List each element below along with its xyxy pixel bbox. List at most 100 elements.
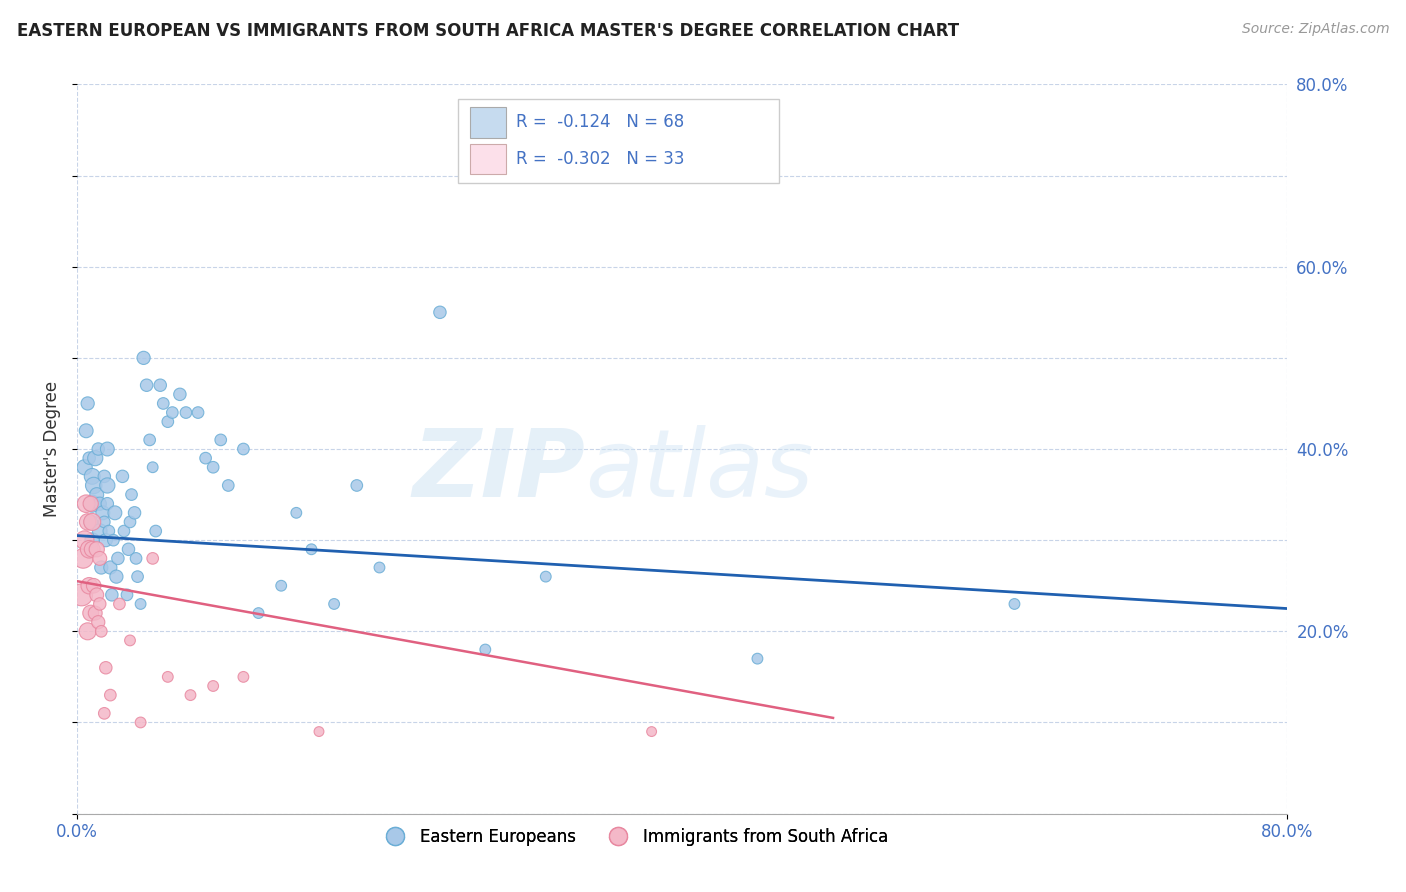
Point [94,533,117,548]
Y-axis label: Master's Degree: Master's Degree [44,381,60,517]
Point [72,551,94,566]
Point [75,424,97,438]
Point [308,724,330,739]
Point [323,597,346,611]
Point [83,579,105,593]
Point [77,451,100,466]
Point [80,606,103,620]
Point [89,497,111,511]
Point [232,670,254,684]
Point [108,597,131,611]
Point [97,524,120,538]
Point [93,469,115,483]
Point [80,497,103,511]
Point [83,478,105,492]
Point [77,542,100,557]
Point [96,478,118,492]
Point [96,442,118,456]
Point [112,524,135,538]
Bar [470,107,506,137]
Point [142,551,165,566]
Point [474,642,496,657]
Point [368,560,391,574]
Point [90,560,112,574]
Point [429,305,451,319]
Point [82,542,104,557]
Point [89,597,111,611]
Point [86,487,108,501]
Point [127,569,149,583]
Point [124,506,146,520]
Point [86,542,108,557]
Point [118,515,141,529]
Point [76,396,98,410]
Point [90,624,112,639]
FancyBboxPatch shape [458,99,779,183]
Point [247,606,270,620]
Point [75,497,97,511]
Point [156,415,179,429]
Text: R =  -0.302   N = 33: R = -0.302 N = 33 [516,150,685,168]
Point [640,724,662,739]
Point [142,460,165,475]
Point [301,542,323,557]
Point [86,588,108,602]
Point [152,396,174,410]
Point [94,661,117,675]
Point [103,533,125,548]
Point [174,406,197,420]
Point [93,706,115,721]
Point [129,597,152,611]
Point [232,442,254,456]
Legend: Eastern Europeans, Immigrants from South Africa: Eastern Europeans, Immigrants from South… [373,822,896,853]
Point [98,688,121,702]
Point [202,460,225,475]
Point [270,579,292,593]
Text: R =  -0.124   N = 68: R = -0.124 N = 68 [516,113,685,131]
Point [162,406,184,420]
Point [129,715,152,730]
Point [194,451,217,466]
Point [77,579,100,593]
Point [202,679,225,693]
Point [96,497,118,511]
Point [125,551,148,566]
Point [80,515,103,529]
Point [145,524,167,538]
Point [111,469,134,483]
Point [101,588,124,602]
Point [346,478,368,492]
Point [1004,597,1026,611]
Point [138,433,160,447]
Point [135,378,157,392]
Point [132,351,155,365]
Point [187,406,209,420]
Point [217,478,239,492]
Point [70,588,93,602]
Point [89,524,111,538]
Point [84,606,107,620]
Point [285,506,308,520]
Point [76,624,98,639]
Point [73,460,96,475]
Point [93,515,115,529]
Point [118,633,141,648]
Point [534,569,557,583]
Point [82,497,104,511]
Text: ZIP: ZIP [412,425,585,516]
Point [156,670,179,684]
Point [104,506,127,520]
Point [87,442,110,456]
Point [117,542,139,557]
Point [149,378,172,392]
Text: EASTERN EUROPEAN VS IMMIGRANTS FROM SOUTH AFRICA MASTER'S DEGREE CORRELATION CHA: EASTERN EUROPEAN VS IMMIGRANTS FROM SOUT… [17,22,959,40]
Point [89,551,111,566]
Point [87,615,110,630]
Point [73,533,96,548]
Point [115,588,138,602]
Text: Source: ZipAtlas.com: Source: ZipAtlas.com [1241,22,1389,37]
Point [91,506,114,520]
Point [121,487,143,501]
Text: atlas: atlas [585,425,813,516]
Point [169,387,191,401]
